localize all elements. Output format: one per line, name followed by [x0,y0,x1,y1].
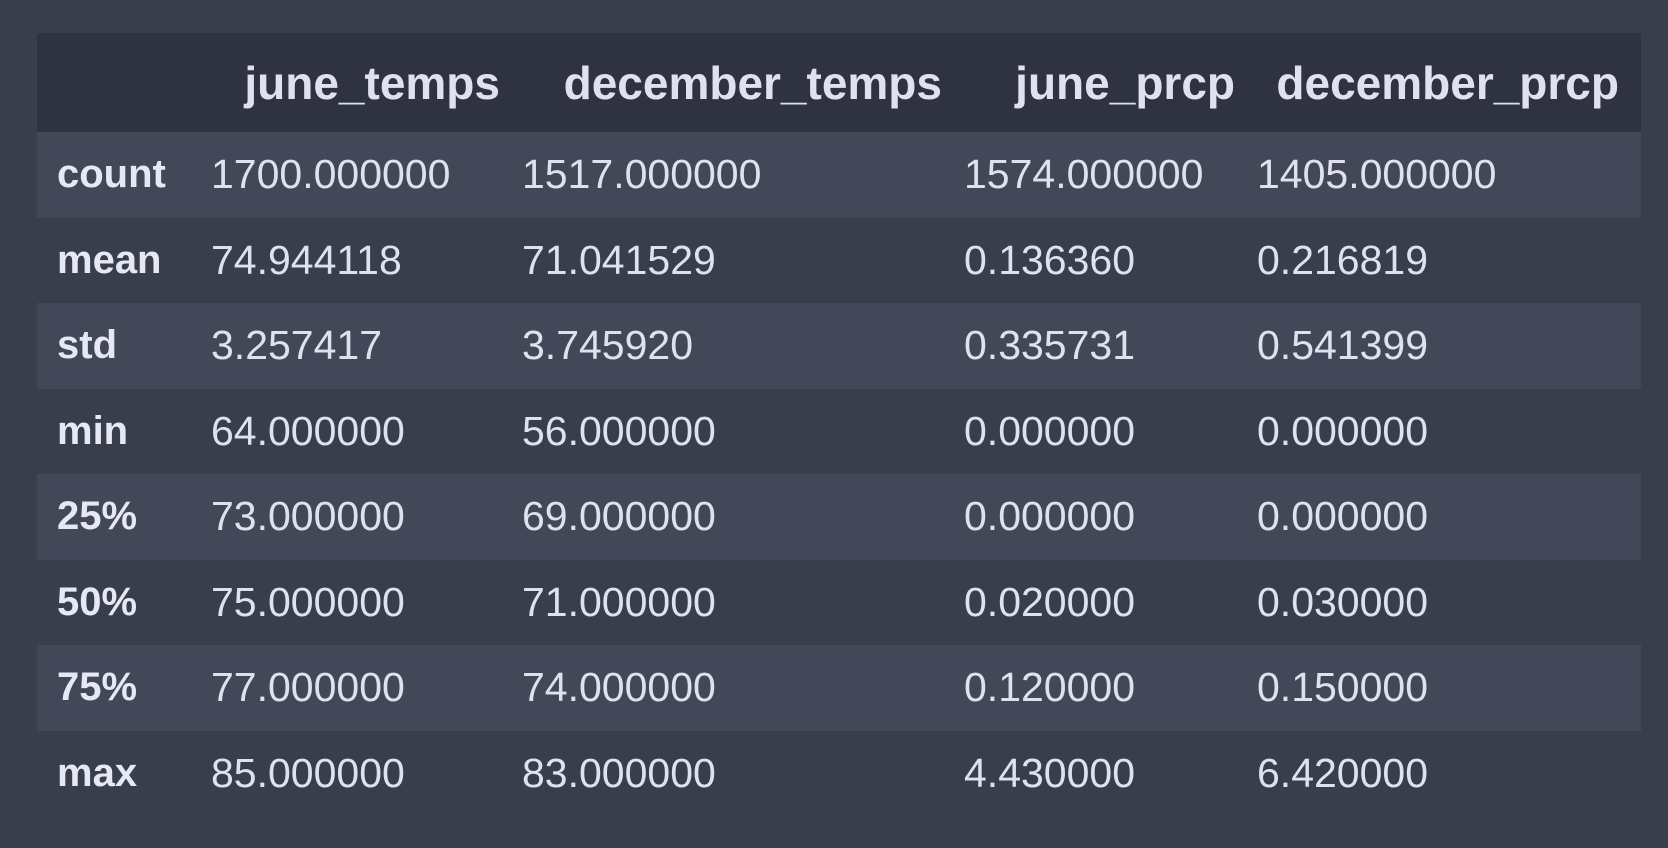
column-header-december-temps: december_temps [563,56,942,109]
table-cell: 1574.000000 [964,151,1204,198]
table-row: 25% 73.000000 69.000000 0.000000 0.00000… [37,474,1641,560]
table-row: 75% 77.000000 74.000000 0.120000 0.15000… [37,645,1641,731]
dataframe-output: june_temps december_temps june_prcp dece… [37,33,1641,816]
row-label: std [57,323,117,368]
table-cell: 75.000000 [211,578,405,625]
row-label: 75% [57,665,138,710]
table-cell: 1700.000000 [211,151,451,198]
table-cell: 74.000000 [522,664,716,711]
table-body: count 1700.000000 1517.000000 1574.00000… [37,132,1641,816]
table-row: std 3.257417 3.745920 0.335731 0.541399 [37,303,1641,389]
table-cell: 6.420000 [1257,749,1429,796]
table-cell: 0.120000 [964,664,1136,711]
table-row: mean 74.944118 71.041529 0.136360 0.2168… [37,217,1641,303]
table-cell: 0.541399 [1257,322,1429,369]
table-row: count 1700.000000 1517.000000 1574.00000… [37,132,1641,218]
table-cell: 71.000000 [522,578,716,625]
table-cell: 3.257417 [211,322,383,369]
table-cell: 0.335731 [964,322,1136,369]
table-header: june_temps december_temps june_prcp dece… [37,33,1641,132]
table-cell: 0.020000 [964,578,1136,625]
column-header-june-temps: june_temps [244,56,500,109]
table-cell: 3.745920 [522,322,694,369]
header-row: june_temps december_temps june_prcp dece… [37,33,1641,132]
table-cell: 85.000000 [211,749,405,796]
row-label: count [57,152,166,197]
table-row: min 64.000000 56.000000 0.000000 0.00000… [37,388,1641,474]
row-label: 25% [57,494,138,539]
column-header-december-prcp: december_prcp [1276,56,1619,109]
table-cell: 0.216819 [1257,236,1429,283]
row-label: min [57,408,129,453]
table-cell: 74.944118 [211,236,402,283]
table-row: max 85.000000 83.000000 4.430000 6.42000… [37,730,1641,816]
table-row: 50% 75.000000 71.000000 0.020000 0.03000… [37,559,1641,645]
table-cell: 1405.000000 [1257,151,1497,198]
row-label: 50% [57,579,138,624]
table-cell: 0.000000 [964,493,1136,540]
table-cell: 73.000000 [211,493,405,540]
table-cell: 77.000000 [211,664,405,711]
describe-table: june_temps december_temps june_prcp dece… [37,33,1641,816]
table-cell: 0.000000 [964,407,1136,454]
table-cell: 56.000000 [522,407,716,454]
table-cell: 0.150000 [1257,664,1429,711]
table-cell: 64.000000 [211,407,405,454]
table-cell: 71.041529 [522,236,716,283]
table-cell: 4.430000 [964,749,1136,796]
column-header-june-prcp: june_prcp [1015,56,1235,109]
table-cell: 0.000000 [1257,493,1429,540]
table-cell: 0.000000 [1257,407,1429,454]
table-cell: 0.136360 [964,236,1136,283]
table-cell: 1517.000000 [522,151,762,198]
index-header [37,33,211,132]
row-label: max [57,750,138,795]
table-cell: 83.000000 [522,749,716,796]
table-cell: 0.030000 [1257,578,1429,625]
table-cell: 69.000000 [522,493,716,540]
row-label: mean [57,237,162,282]
